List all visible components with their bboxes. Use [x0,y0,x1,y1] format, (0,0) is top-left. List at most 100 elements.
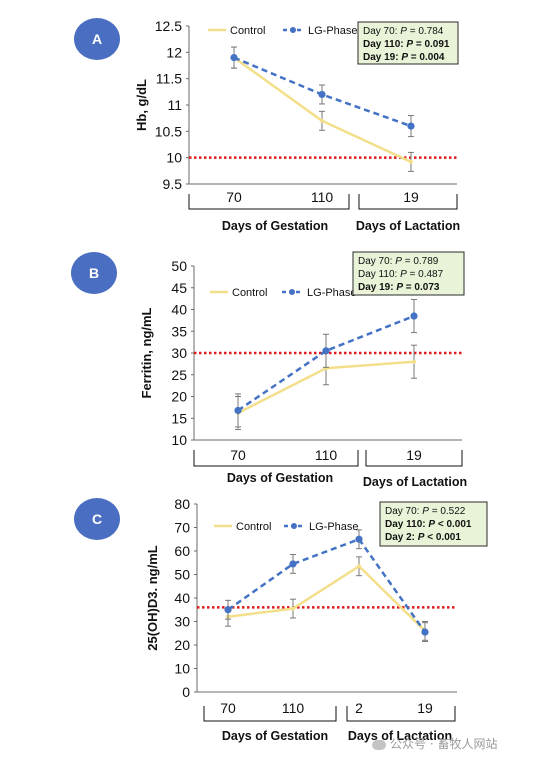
x-tick-label: 19 [417,700,433,716]
stats-line: Day 110: P < 0.001 [385,519,472,530]
x-tick-label: 70 [230,447,246,463]
stats-day: Day 70: [385,506,422,517]
stats-value: = 0.004 [408,52,445,63]
legend-marker-lg-phase [291,523,297,529]
stats-value: = 0.073 [403,282,440,293]
y-tick-label: 20 [171,389,187,405]
stats-box [352,251,465,296]
y-tick-label: 45 [171,280,187,296]
x-group-label: Days of Gestation [222,729,328,743]
y-axis-title: Hb, g/dL [134,79,149,131]
panel-label: C [92,511,102,527]
stats-p: P [428,519,435,530]
x-tick-label: 110 [282,700,305,716]
stats-day: Day 110: [363,39,406,50]
chart-panel-a: A 9.5 10 10.5 11 11.5 12 12.5 Hb, g/dL 70 110 19 Day… [74,18,460,233]
legend-label-control: Control [232,287,267,299]
data-point-lg-phase [421,628,429,636]
data-point-lg-phase [234,406,242,415]
stats-day: Day 110: [385,519,428,530]
data-point-lg-phase [224,606,232,614]
y-tick-label: 12 [166,44,182,60]
x-tick-label: 70 [226,189,242,205]
stats-p: P [422,506,429,517]
stats-day: Day 70: [363,26,400,37]
x-group-label: Days of Lactation [363,475,467,489]
y-tick-label: 10.5 [155,123,182,139]
y-tick-label: 25 [171,367,187,383]
stats-p: P [395,256,402,267]
stats-value: = 0.091 [413,39,450,50]
group-bracket [346,706,456,722]
y-axis-title: 25(OH)D3. ng/mL [145,545,160,651]
y-tick-label: 11.5 [156,71,182,87]
data-point-control [357,564,361,569]
group-bracket [365,450,463,467]
watermark: 公众号 · 畜牧人网站 [372,735,497,752]
data-point-control [320,118,324,123]
stats-p: P [400,26,407,37]
stats-day: Day 19: [358,282,396,293]
group-bracket [358,194,458,210]
x-tick-label: 110 [315,447,338,463]
stats-box [379,501,488,547]
x-tick-label: 110 [311,189,334,205]
stats-p: P [401,52,408,63]
y-tick-label: 50 [174,567,190,583]
data-point-control [412,359,416,364]
y-tick-label: 35 [171,323,187,339]
stats-value: = 0.522 [429,506,466,517]
y-tick-label: 0 [182,684,190,700]
wechat-icon [372,739,386,750]
legend-marker-lg-phase [289,289,295,295]
y-tick-label: 15 [171,410,187,426]
series-line-lg-phase [237,314,415,412]
stats-line: Day 70: P = 0.789 [358,256,439,267]
series-line-lg-phase [227,538,427,633]
data-point-lg-phase [322,347,330,355]
panel-label: B [89,265,99,281]
legend-label-control: Control [236,521,271,533]
y-tick-label: 60 [174,543,190,559]
panel-badge [74,18,120,60]
stats-p: P [396,282,403,293]
legend-label-lg-phase: LG-Phase [307,287,357,299]
stats-line: Day 19: P = 0.073 [358,282,440,293]
stats-value: = 0.784 [407,26,444,37]
y-axis-title: Ferritin, ng/mL [139,307,154,398]
stats-line: Day 70: P = 0.522 [385,506,466,517]
stats-day: Day 19: [363,52,401,63]
stats-value: < 0.001 [435,519,472,530]
stats-p: P [418,532,425,543]
series-line-control [227,565,426,632]
group-bracket [193,450,359,467]
y-tick-label: 20 [174,637,190,653]
stats-line: Day 110: P = 0.487 [358,269,444,280]
data-point-control [409,159,413,164]
data-point-lg-phase [289,560,297,568]
x-tick-label: 19 [403,189,419,205]
panel-label: A [92,31,102,47]
legend-label-control: Control [230,25,265,37]
x-tick-label: 2 [355,700,363,716]
legend-marker-lg-phase [290,27,296,33]
x-group-label: Days of Lactation [356,219,460,233]
data-point-lg-phase [410,312,418,320]
chart-panel-b: B 10 15 20 25 30 35 40 45 50 Ferritin, ng/mL 70 110 1… [71,251,467,489]
stats-day: Day 110: [358,269,400,280]
stats-line: Day 70: P = 0.784 [363,26,444,37]
y-tick-label: 70 [174,520,190,536]
stats-p: P [400,269,407,280]
y-tick-label: 10 [171,432,187,448]
stats-day: Day 2: [385,532,418,543]
group-bracket [203,706,337,722]
stats-value: < 0.001 [424,532,461,543]
y-tick-label: 40 [171,302,187,318]
y-tick-label: 40 [174,590,190,606]
panel-badge [74,498,120,540]
data-point-lg-phase [355,535,363,543]
data-point-lg-phase [407,122,415,130]
stats-line: Day 2: P < 0.001 [385,532,461,543]
legend-label-lg-phase: LG-Phase [309,521,359,533]
x-tick-label: 70 [220,700,236,716]
